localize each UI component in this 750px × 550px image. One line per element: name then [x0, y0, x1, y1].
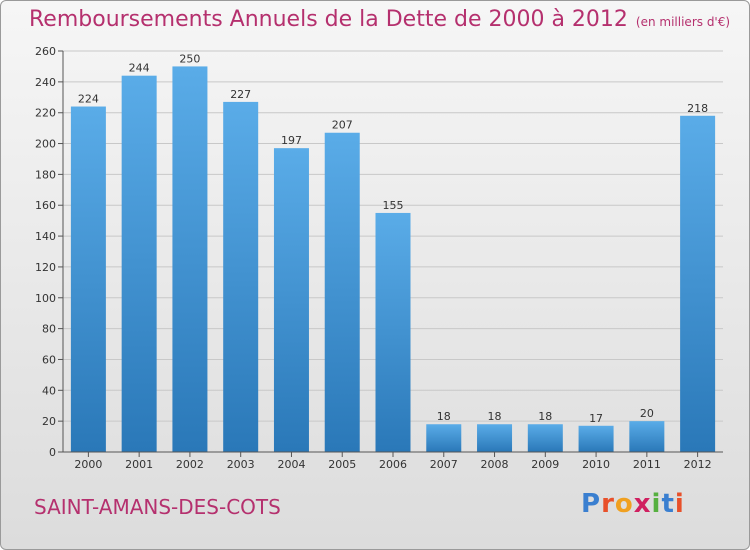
bar-value-label: 218: [687, 102, 708, 115]
unit-label: (en milliers d'€): [635, 15, 731, 29]
bar-2000: [70, 106, 106, 453]
y-tick-label: 0: [49, 446, 56, 459]
bar-2001: [121, 75, 157, 452]
logo-letter: x: [633, 489, 652, 519]
x-axis: 2000 2001 2002 2003 2004 2005 2006 2007 2008 2009…: [63, 451, 723, 471]
bar-2004: [273, 148, 309, 452]
bars: 224 244 250 227 197 207 155 18 18 18 17 20 218: [70, 52, 716, 453]
proxiti-logo: Proxiti: [581, 489, 685, 519]
bar-value-label: 20: [640, 407, 654, 420]
bar-value-label: 18: [488, 410, 502, 423]
bar-value-label: 18: [437, 410, 451, 423]
x-tick-label: 2008: [481, 458, 509, 471]
bar-2012: [680, 115, 716, 453]
bar-value-label: 227: [230, 88, 251, 101]
y-tick-label: 220: [35, 107, 56, 120]
bar-2010: [578, 425, 614, 452]
bar-value-label: 207: [332, 119, 353, 132]
bar-2002: [172, 66, 208, 452]
bar-2011: [629, 421, 665, 452]
x-tick-label: 2001: [125, 458, 153, 471]
bar-2006: [375, 212, 411, 452]
y-tick-label: 200: [35, 138, 56, 151]
logo-letter: i: [674, 489, 685, 519]
y-tick-label: 160: [35, 199, 56, 212]
logo-letter: o: [614, 489, 634, 519]
bar-2005: [324, 132, 360, 452]
bar-2008: [477, 424, 513, 452]
y-tick-label: 40: [42, 384, 56, 397]
x-tick-label: 2004: [277, 458, 305, 471]
y-tick-label: 100: [35, 292, 56, 305]
bar-value-label: 17: [589, 412, 603, 425]
y-tick-label: 120: [35, 261, 56, 274]
bar-value-label: 155: [383, 199, 404, 212]
x-tick-label: 2011: [633, 458, 661, 471]
x-tick-label: 2009: [531, 458, 559, 471]
logo-letter: P: [581, 489, 602, 519]
bar-value-label: 18: [538, 410, 552, 423]
y-tick-label: 80: [42, 323, 56, 336]
y-axis: 0 20 40 60 80 100 120 140 160 180 200 220 240 260: [35, 45, 64, 459]
y-tick-label: 240: [35, 76, 56, 89]
title-text: Remboursements Annuels de la Dette de 20…: [29, 7, 628, 32]
bar-value-label: 244: [129, 62, 150, 75]
city-name: SAINT-AMANS-DES-COTS: [34, 495, 281, 519]
bar-value-label: 250: [179, 52, 200, 65]
logo-letter: r: [601, 489, 615, 519]
bar-2009: [527, 424, 563, 452]
x-tick-label: 2010: [582, 458, 610, 471]
y-tick-label: 140: [35, 230, 56, 243]
y-tick-label: 60: [42, 353, 56, 366]
bar-value-label: 197: [281, 134, 302, 147]
x-tick-label: 2007: [430, 458, 458, 471]
y-tick-label: 180: [35, 168, 56, 181]
bar-2007: [426, 424, 462, 452]
logo-letter: i: [651, 489, 662, 519]
chart-title: Remboursements Annuels de la Dette de 20…: [29, 7, 730, 32]
x-tick-label: 2002: [176, 458, 204, 471]
bar-value-label: 224: [78, 93, 99, 106]
x-tick-label: 2006: [379, 458, 407, 471]
x-tick-label: 2012: [684, 458, 712, 471]
y-tick-label: 20: [42, 415, 56, 428]
x-tick-label: 2003: [227, 458, 255, 471]
x-tick-label: 2005: [328, 458, 356, 471]
bar-2003: [223, 101, 259, 453]
x-tick-label: 2000: [74, 458, 102, 471]
y-tick-label: 260: [35, 45, 56, 58]
logo-letter: t: [661, 489, 675, 519]
